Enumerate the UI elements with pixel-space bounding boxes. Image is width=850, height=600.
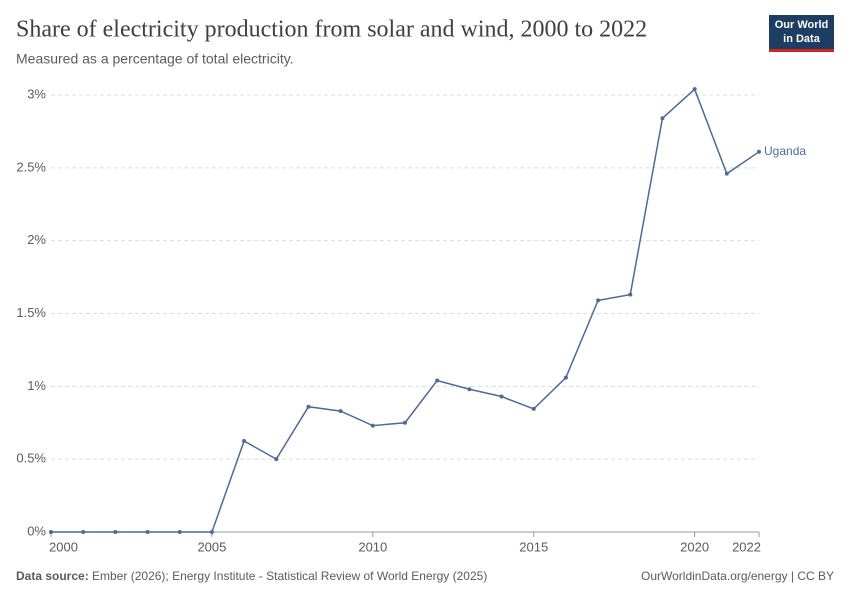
data-point: [338, 409, 343, 414]
data-point: [306, 404, 311, 409]
footer-right: OurWorldinData.org/energy | CC BY: [641, 569, 834, 583]
data-point: [757, 149, 761, 154]
source-label: Data source:: [16, 569, 89, 583]
y-tick-label: 1%: [27, 378, 46, 393]
chart-title: Share of electricity production from sol…: [16, 17, 647, 43]
data-point: [467, 387, 472, 392]
data-point: [242, 438, 247, 443]
logo-text: in Data: [783, 33, 821, 45]
data-point: [628, 292, 633, 297]
data-point: [113, 530, 118, 534]
data-point: [660, 116, 665, 121]
data-point: [531, 406, 536, 411]
data-point: [49, 530, 53, 534]
data-point: [81, 530, 86, 534]
series-label: Uganda: [764, 144, 806, 158]
data-point: [563, 375, 568, 380]
y-tick-label: 3%: [27, 86, 46, 101]
data-point: [692, 87, 697, 92]
y-tick-label: 1.5%: [16, 305, 46, 320]
logo-text: Our World: [775, 19, 829, 31]
data-point: [209, 530, 214, 534]
y-tick-label: 0.5%: [16, 451, 46, 466]
source-text: Ember (2026); Energy Institute - Statist…: [92, 569, 487, 583]
y-tick-label: 0%: [27, 523, 46, 538]
x-tick-label: 2022: [732, 539, 761, 554]
x-tick-label: 2020: [680, 539, 709, 554]
logo-bar: [769, 49, 834, 52]
data-point: [596, 298, 601, 303]
data-point: [274, 457, 279, 462]
data-point: [145, 530, 150, 534]
series-line: [51, 87, 760, 533]
data-point: [724, 171, 729, 176]
data-point: [435, 378, 440, 383]
x-tick-label: 2005: [197, 539, 226, 554]
data-point: [177, 530, 182, 534]
x-tick-label: 2000: [49, 539, 78, 554]
logo-box: [769, 15, 834, 52]
y-tick-label: 2.5%: [16, 159, 46, 174]
x-tick-label: 2010: [358, 539, 387, 554]
source: Data source: Ember (2026); Energy Instit…: [16, 569, 487, 583]
data-point: [499, 394, 504, 399]
chart-subtitle: Measured as a percentage of total electr…: [16, 51, 294, 67]
data-point: [403, 420, 407, 425]
y-tick-label: 2%: [27, 232, 46, 247]
data-point: [370, 423, 375, 428]
x-tick-label: 2015: [519, 539, 548, 554]
